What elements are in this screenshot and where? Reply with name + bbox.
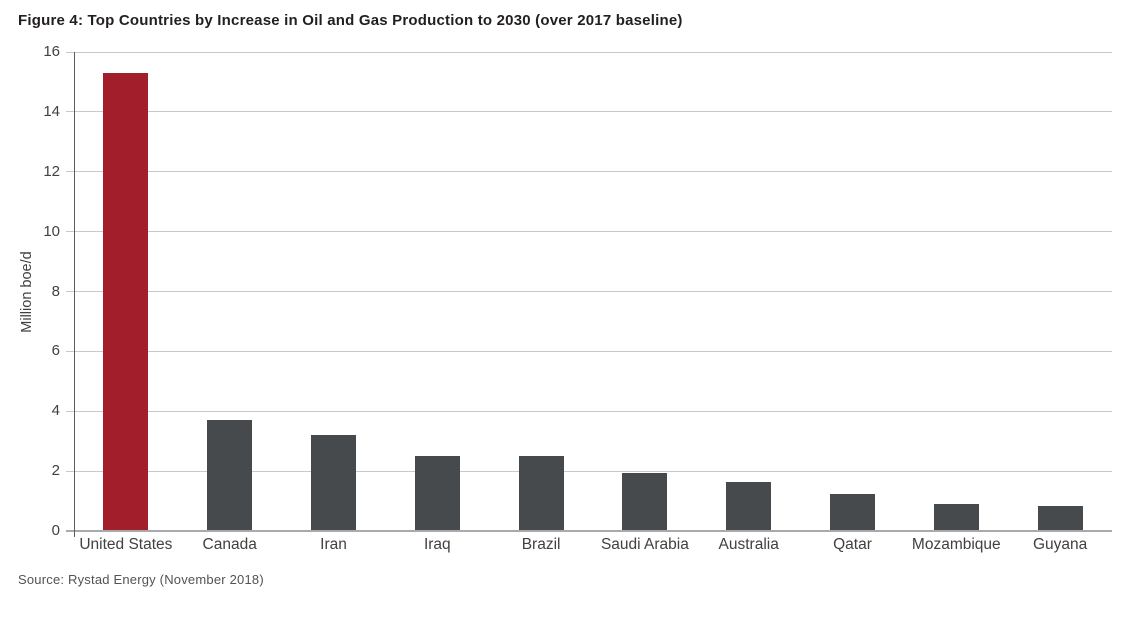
source-note: Source: Rystad Energy (November 2018) [18, 572, 264, 587]
y-tick-label-10: 10 [43, 222, 60, 240]
y-tick-label-4: 4 [51, 402, 60, 420]
bar-saudi-arabia [622, 472, 668, 531]
gridline-y-8 [66, 291, 1112, 292]
x-tick-label-mozambique: Mozambique [911, 536, 1001, 553]
x-tick-label-guyana: Guyana [1032, 536, 1088, 553]
y-tick-label-2: 2 [51, 462, 60, 480]
bar-australia [726, 481, 772, 531]
y-tick-label-0: 0 [51, 522, 60, 539]
gridline-y-4 [66, 410, 1112, 412]
gridline-y-2 [66, 470, 1112, 472]
y-tick-label-8: 8 [51, 282, 60, 300]
figure-title: Figure 4: Top Countries by Increase in O… [18, 12, 683, 29]
bar-guyana [1037, 505, 1083, 531]
x-tick-label-brazil: Brazil [521, 536, 561, 553]
y-tick-label-16: 16 [43, 43, 60, 60]
gridline-y-12 [66, 171, 1112, 173]
bar-mozambique [933, 504, 979, 531]
y-axis-line [74, 52, 75, 537]
x-tick-label-qatar: Qatar [833, 536, 872, 553]
gridline-y-14 [66, 111, 1112, 113]
bar-brazil [518, 456, 564, 531]
gridline-y-10 [66, 231, 1112, 233]
x-tick-label-saudi-arabia: Saudi Arabia [600, 536, 689, 553]
y-tick-label-14: 14 [43, 102, 60, 120]
bar-iraq [414, 456, 460, 531]
x-tick-label-iran: Iran [320, 536, 347, 553]
gridline-y-16 [66, 51, 1112, 53]
x-tick-label-australia: Australia [718, 536, 779, 553]
bar-united-states [103, 72, 149, 531]
bar-qatar [830, 493, 875, 531]
gridline-y-6 [66, 350, 1112, 352]
y-tick-label-6: 6 [51, 342, 60, 360]
x-axis-line [66, 530, 1112, 532]
x-tick-label-united-states: United States [79, 536, 173, 553]
y-tick-label-12: 12 [43, 162, 60, 180]
bar-iran [311, 435, 356, 531]
x-tick-label-canada: Canada [202, 536, 257, 553]
x-tick-label-iraq: Iraq [423, 536, 451, 553]
bar-canada [207, 420, 253, 531]
